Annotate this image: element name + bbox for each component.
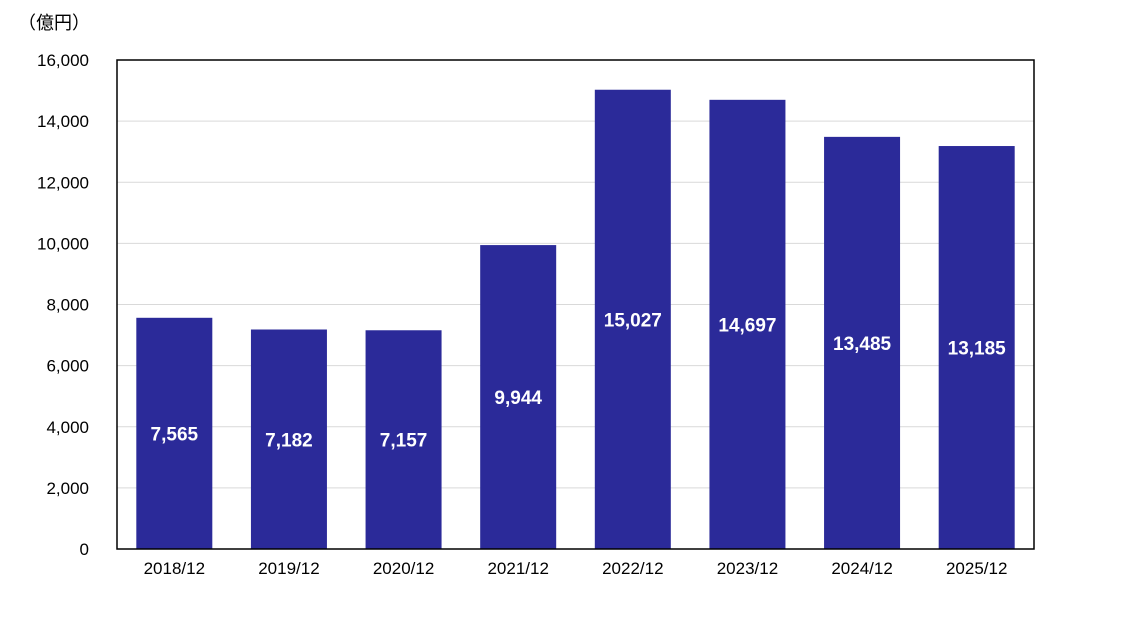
bar-2018-12 bbox=[136, 317, 213, 549]
bar-2024-12 bbox=[824, 136, 901, 549]
plot-frame bbox=[116, 59, 1035, 550]
y-axis-tick-labels: 0 2,000 4,000 6,000 8,000 10,000 12,000 14,000 1… bbox=[37, 51, 89, 559]
y-tick-label: 8,000 bbox=[46, 296, 89, 315]
y-tick-label: 12,000 bbox=[37, 173, 89, 192]
bar-value-label: 7,565 bbox=[151, 424, 199, 445]
bar-value-label: 13,185 bbox=[948, 339, 1007, 360]
bar-2025-12 bbox=[938, 146, 1015, 549]
x-tick-label: 2024/12 bbox=[831, 559, 892, 578]
y-tick-label: 0 bbox=[80, 540, 89, 559]
bar-value-label: 9,944 bbox=[494, 388, 542, 409]
y-tick-label: 14,000 bbox=[37, 112, 89, 131]
x-tick-label: 2025/12 bbox=[946, 559, 1007, 578]
x-tick-label: 2021/12 bbox=[487, 559, 548, 578]
bar-value-label: 14,697 bbox=[718, 315, 776, 336]
bar-2020-12 bbox=[365, 330, 442, 549]
y-tick-label: 16,000 bbox=[37, 51, 89, 70]
x-tick-label: 2019/12 bbox=[258, 559, 319, 578]
bar-2021-12 bbox=[480, 245, 557, 550]
x-tick-label: 2023/12 bbox=[717, 559, 778, 578]
y-tick-label: 4,000 bbox=[46, 418, 89, 437]
bar-2023-12 bbox=[709, 99, 786, 549]
bars: 7,565 7,182 7,157 9,944 15,027 14,697 13,485 13… bbox=[136, 89, 1015, 550]
bar-value-label: 7,182 bbox=[265, 430, 313, 451]
x-tick-label: 2022/12 bbox=[602, 559, 663, 578]
bar-2022-12 bbox=[594, 89, 671, 550]
x-tick-label: 2018/12 bbox=[144, 559, 205, 578]
bar-value-label: 7,157 bbox=[380, 431, 428, 452]
x-tick-label: 2020/12 bbox=[373, 559, 434, 578]
x-axis-tick-labels: 2018/12 2019/12 2020/12 2021/12 2022/12 2023/… bbox=[144, 559, 1008, 578]
y-axis-unit-label: （億円） bbox=[18, 13, 90, 34]
bar-2019-12 bbox=[250, 329, 327, 549]
bar-value-label: 15,027 bbox=[604, 310, 662, 331]
bar-value-label: 13,485 bbox=[833, 334, 892, 355]
y-tick-label: 6,000 bbox=[46, 357, 89, 376]
y-tick-label: 10,000 bbox=[37, 234, 89, 253]
y-tick-label: 2,000 bbox=[46, 479, 89, 498]
